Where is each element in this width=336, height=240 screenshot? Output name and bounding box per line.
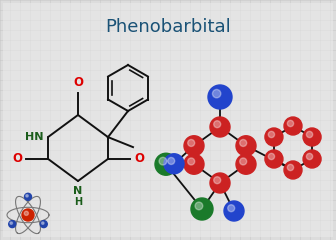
- Text: O: O: [73, 76, 83, 89]
- Circle shape: [236, 136, 256, 156]
- Circle shape: [155, 153, 177, 175]
- Circle shape: [240, 158, 247, 165]
- Circle shape: [284, 117, 302, 135]
- Circle shape: [268, 131, 275, 138]
- Circle shape: [22, 209, 34, 221]
- Text: O: O: [12, 152, 22, 165]
- Circle shape: [287, 164, 294, 171]
- Circle shape: [306, 153, 313, 160]
- Circle shape: [40, 221, 47, 228]
- Circle shape: [188, 158, 195, 165]
- Circle shape: [212, 90, 221, 98]
- Circle shape: [303, 128, 321, 146]
- Text: O: O: [134, 152, 144, 165]
- Text: Phenobarbital: Phenobarbital: [105, 18, 231, 36]
- Circle shape: [208, 85, 232, 109]
- Circle shape: [168, 157, 175, 164]
- Circle shape: [214, 177, 221, 184]
- Circle shape: [265, 128, 283, 146]
- FancyBboxPatch shape: [3, 3, 333, 237]
- Circle shape: [306, 131, 313, 138]
- Circle shape: [287, 120, 294, 127]
- Circle shape: [236, 154, 256, 174]
- Circle shape: [214, 121, 221, 128]
- Circle shape: [184, 154, 204, 174]
- Circle shape: [26, 195, 28, 197]
- Circle shape: [195, 202, 203, 210]
- Circle shape: [42, 222, 44, 224]
- Circle shape: [164, 154, 184, 174]
- Circle shape: [184, 136, 204, 156]
- Circle shape: [240, 139, 247, 146]
- Circle shape: [9, 221, 16, 228]
- Circle shape: [10, 222, 12, 224]
- Circle shape: [210, 117, 230, 137]
- Circle shape: [224, 201, 244, 221]
- Text: HN: HN: [26, 132, 44, 142]
- Circle shape: [284, 161, 302, 179]
- Circle shape: [265, 150, 283, 168]
- Circle shape: [210, 173, 230, 193]
- Circle shape: [268, 153, 275, 160]
- Circle shape: [228, 205, 235, 212]
- Circle shape: [303, 150, 321, 168]
- Circle shape: [188, 139, 195, 146]
- Text: N: N: [73, 186, 83, 196]
- Circle shape: [191, 198, 213, 220]
- Text: H: H: [74, 197, 82, 207]
- Circle shape: [24, 211, 29, 216]
- Circle shape: [25, 193, 32, 200]
- Circle shape: [159, 157, 167, 165]
